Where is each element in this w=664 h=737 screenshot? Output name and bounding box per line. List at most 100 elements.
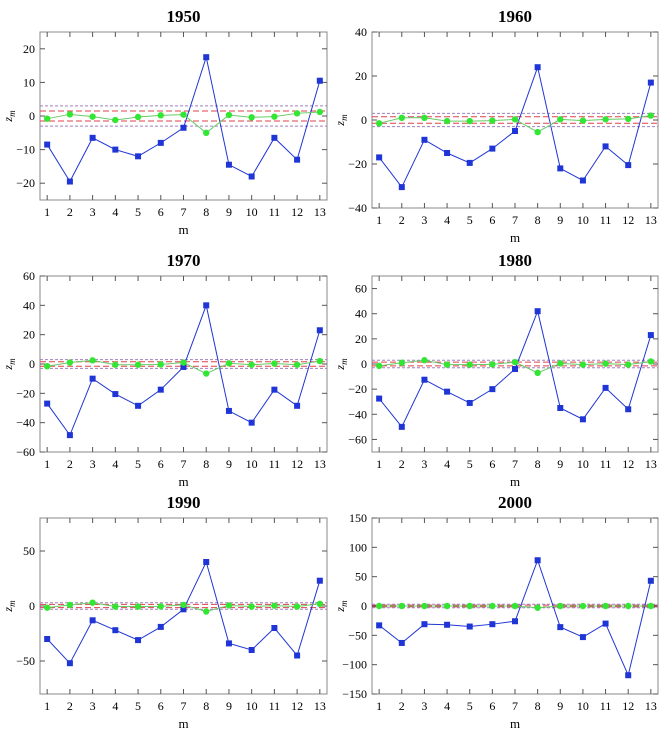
y-axis-label-main: z	[333, 607, 347, 613]
x-tick-label: 9	[226, 699, 232, 713]
x-axis-label: m	[510, 230, 520, 245]
data-point-blue	[489, 145, 496, 152]
x-tick-label: 6	[158, 205, 164, 219]
x-tick-label: 10	[246, 205, 258, 219]
data-point-blue	[225, 407, 232, 414]
x-tick-label: 2	[399, 457, 405, 471]
data-point-blue	[557, 624, 564, 631]
data-point-green	[579, 361, 587, 368]
data-point-blue	[602, 620, 609, 627]
data-point-green	[271, 360, 278, 367]
data-point-blue	[534, 557, 541, 564]
data-point-green	[134, 113, 142, 121]
y-tick-label: −10	[16, 143, 35, 157]
y-tick-label: 20	[355, 69, 367, 83]
x-tick-label: 4	[444, 457, 450, 471]
data-point-blue	[203, 302, 210, 309]
data-point-blue	[489, 621, 496, 628]
data-point-green	[43, 363, 51, 370]
x-tick-label: 2	[67, 205, 73, 219]
data-point-green	[398, 359, 405, 366]
x-tick-label: 13	[314, 699, 326, 713]
x-tick-label: 7	[181, 457, 187, 471]
data-point-green	[271, 602, 278, 609]
y-tick-label: 20	[355, 332, 367, 346]
data-point-green	[466, 117, 473, 125]
data-point-green	[511, 116, 519, 123]
data-point-blue	[444, 150, 451, 156]
y-axis-label-sub: m	[339, 358, 349, 365]
x-tick-label: 5	[467, 699, 473, 713]
data-point-green	[180, 111, 187, 118]
data-point-green	[557, 360, 564, 367]
data-point-green	[398, 114, 405, 122]
data-point-blue	[466, 399, 473, 406]
y-tick-label: −40	[16, 416, 35, 430]
data-point-blue	[44, 636, 51, 642]
y-axis-label-main: z	[1, 117, 15, 123]
x-tick-label: 3	[421, 699, 427, 713]
data-point-green	[203, 370, 210, 377]
y-axis-label-sub: m	[7, 600, 17, 607]
data-point-blue	[225, 640, 232, 647]
y-tick-label: 0	[361, 113, 367, 127]
y-tick-label: −60	[16, 445, 35, 459]
data-point-green	[293, 603, 301, 610]
x-tick-label: 2	[399, 213, 405, 227]
data-point-green	[157, 361, 164, 368]
data-point-green	[293, 110, 301, 117]
data-point-blue	[44, 141, 51, 148]
data-point-green	[134, 603, 142, 610]
y-tick-label: −150	[342, 687, 367, 701]
data-point-green	[157, 112, 164, 119]
data-point-green	[466, 602, 473, 610]
data-point-green	[557, 116, 564, 123]
data-point-blue	[602, 143, 609, 150]
data-point-blue	[512, 128, 518, 134]
x-tick-label: 8	[203, 699, 209, 713]
y-tick-label: 0	[361, 357, 367, 371]
data-point-green	[579, 117, 587, 124]
data-point-green	[89, 357, 96, 364]
y-tick-label: −50	[348, 628, 367, 642]
x-tick-label: 1	[376, 457, 382, 471]
data-point-green	[421, 114, 428, 122]
data-point-green	[112, 361, 119, 368]
data-point-blue	[44, 400, 51, 407]
data-point-blue	[157, 139, 164, 146]
data-point-green	[534, 369, 541, 376]
data-point-blue	[112, 627, 119, 634]
x-tick-label: 2	[399, 699, 405, 713]
x-tick-label: 10	[246, 457, 258, 471]
data-point-green	[443, 602, 451, 610]
data-point-blue	[398, 639, 405, 646]
data-point-green	[375, 602, 383, 610]
data-point-green	[647, 358, 655, 365]
data-point-blue	[534, 308, 541, 315]
data-point-green	[112, 603, 119, 610]
data-point-blue	[647, 332, 654, 339]
data-point-green	[66, 111, 74, 118]
data-point-green	[271, 113, 278, 120]
chart-title: 1970	[167, 251, 201, 270]
data-point-green	[489, 117, 496, 124]
data-point-green	[647, 112, 655, 119]
x-tick-label: 7	[512, 213, 518, 227]
series-line-blue	[378, 65, 652, 189]
data-point-blue	[271, 625, 278, 631]
x-tick-label: 12	[622, 457, 634, 471]
x-tick-label: 7	[181, 205, 187, 219]
data-point-green	[293, 361, 301, 368]
data-point-blue	[444, 621, 451, 628]
y-tick-label: −40	[348, 407, 367, 421]
data-point-green	[579, 602, 587, 610]
data-point-blue	[271, 134, 278, 141]
y-axis-label: zm	[333, 358, 349, 371]
x-tick-label: 4	[112, 457, 118, 471]
data-point-green	[421, 357, 428, 364]
data-point-blue	[271, 386, 278, 393]
